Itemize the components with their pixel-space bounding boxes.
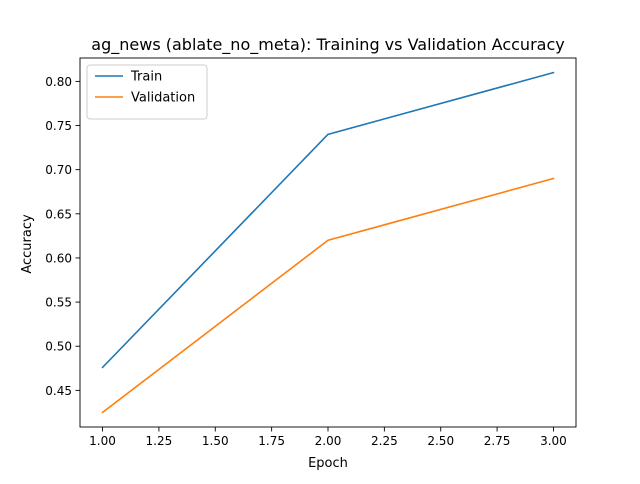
- x-tick-label-3: 1.75: [258, 434, 285, 448]
- x-tick-label-7: 2.75: [484, 434, 511, 448]
- chart-title: ag_news (ablate_no_meta): Training vs Va…: [91, 35, 564, 55]
- x-tick-label-8: 3.00: [540, 434, 567, 448]
- y-tick-label-4: 0.65: [45, 207, 72, 221]
- y-tick-label-6: 0.75: [45, 119, 72, 133]
- legend-box: [86, 64, 208, 120]
- y-tick-label-5: 0.70: [45, 163, 72, 177]
- x-tick-label-1: 1.25: [146, 434, 173, 448]
- plot-frame: [79, 57, 577, 428]
- y-tick-label-3: 0.60: [45, 251, 72, 265]
- y-tick-label-1: 0.50: [45, 340, 72, 354]
- y-tick-label-2: 0.55: [45, 296, 72, 310]
- series-line-1: [101, 177, 555, 414]
- x-axis-label: Epoch: [308, 456, 348, 471]
- y-tick-label-7: 0.80: [45, 75, 72, 89]
- y-axis-label: Accuracy: [20, 214, 35, 274]
- x-tick-label-4: 2.00: [315, 434, 342, 448]
- legend-label-0: Train: [130, 70, 162, 85]
- x-tick-label-6: 2.50: [427, 434, 454, 448]
- series-line-0: [101, 71, 555, 369]
- x-tick-label-2: 1.50: [202, 434, 229, 448]
- x-tick-label-0: 1.00: [89, 434, 116, 448]
- y-tick-label-0: 0.45: [45, 384, 72, 398]
- legend-label-1: Validation: [131, 91, 195, 106]
- x-tick-label-5: 2.25: [371, 434, 398, 448]
